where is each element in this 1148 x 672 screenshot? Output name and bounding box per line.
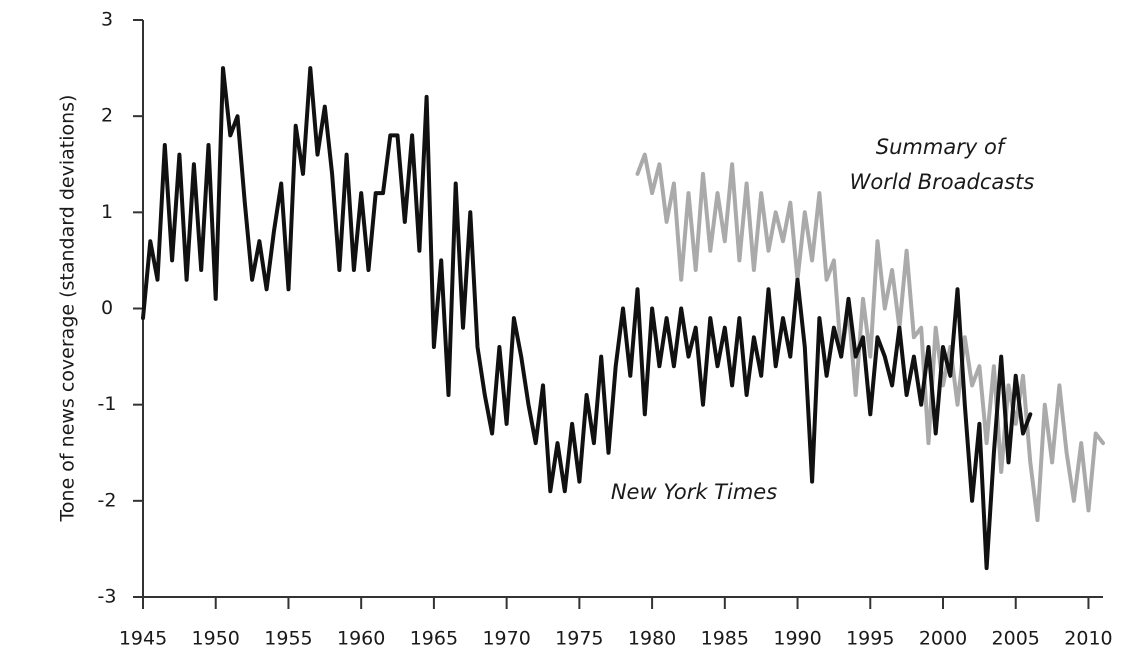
x-tick-label: 1985 — [701, 628, 749, 650]
annotation: Summary of — [876, 135, 1008, 159]
x-tick-label: 1955 — [264, 628, 312, 650]
x-tick-label: 1995 — [846, 628, 894, 650]
annotation: World Broadcasts — [850, 170, 1035, 194]
y-tick-label: -2 — [98, 489, 117, 511]
x-tick-label: 1975 — [555, 628, 603, 650]
x-tick-label: 2000 — [919, 628, 967, 650]
y-tick-label: 2 — [101, 105, 113, 127]
y-tick-label: -3 — [98, 586, 117, 608]
x-tick-label: 2010 — [1064, 628, 1112, 650]
data-line — [635, 152, 1105, 523]
x-tick-label: 1960 — [337, 628, 385, 650]
x-tick-label: 1965 — [410, 628, 458, 650]
x-tick-label: 1950 — [192, 628, 240, 650]
data-line — [141, 66, 1033, 571]
y-axis-label: Tone of news coverage (standard deviatio… — [57, 95, 79, 523]
x-tick-label: 1980 — [628, 628, 676, 650]
x-tick-label: 1945 — [119, 628, 167, 650]
y-tick-label: 0 — [101, 297, 113, 319]
annotation: New York Times — [611, 480, 777, 504]
x-tick-label: 2005 — [992, 628, 1040, 650]
y-tick-label: 3 — [101, 9, 113, 31]
x-tick-label: 1990 — [773, 628, 821, 650]
y-tick-label: -1 — [98, 393, 117, 415]
x-tick-label: 1970 — [482, 628, 530, 650]
y-tick-label: 1 — [101, 201, 113, 223]
